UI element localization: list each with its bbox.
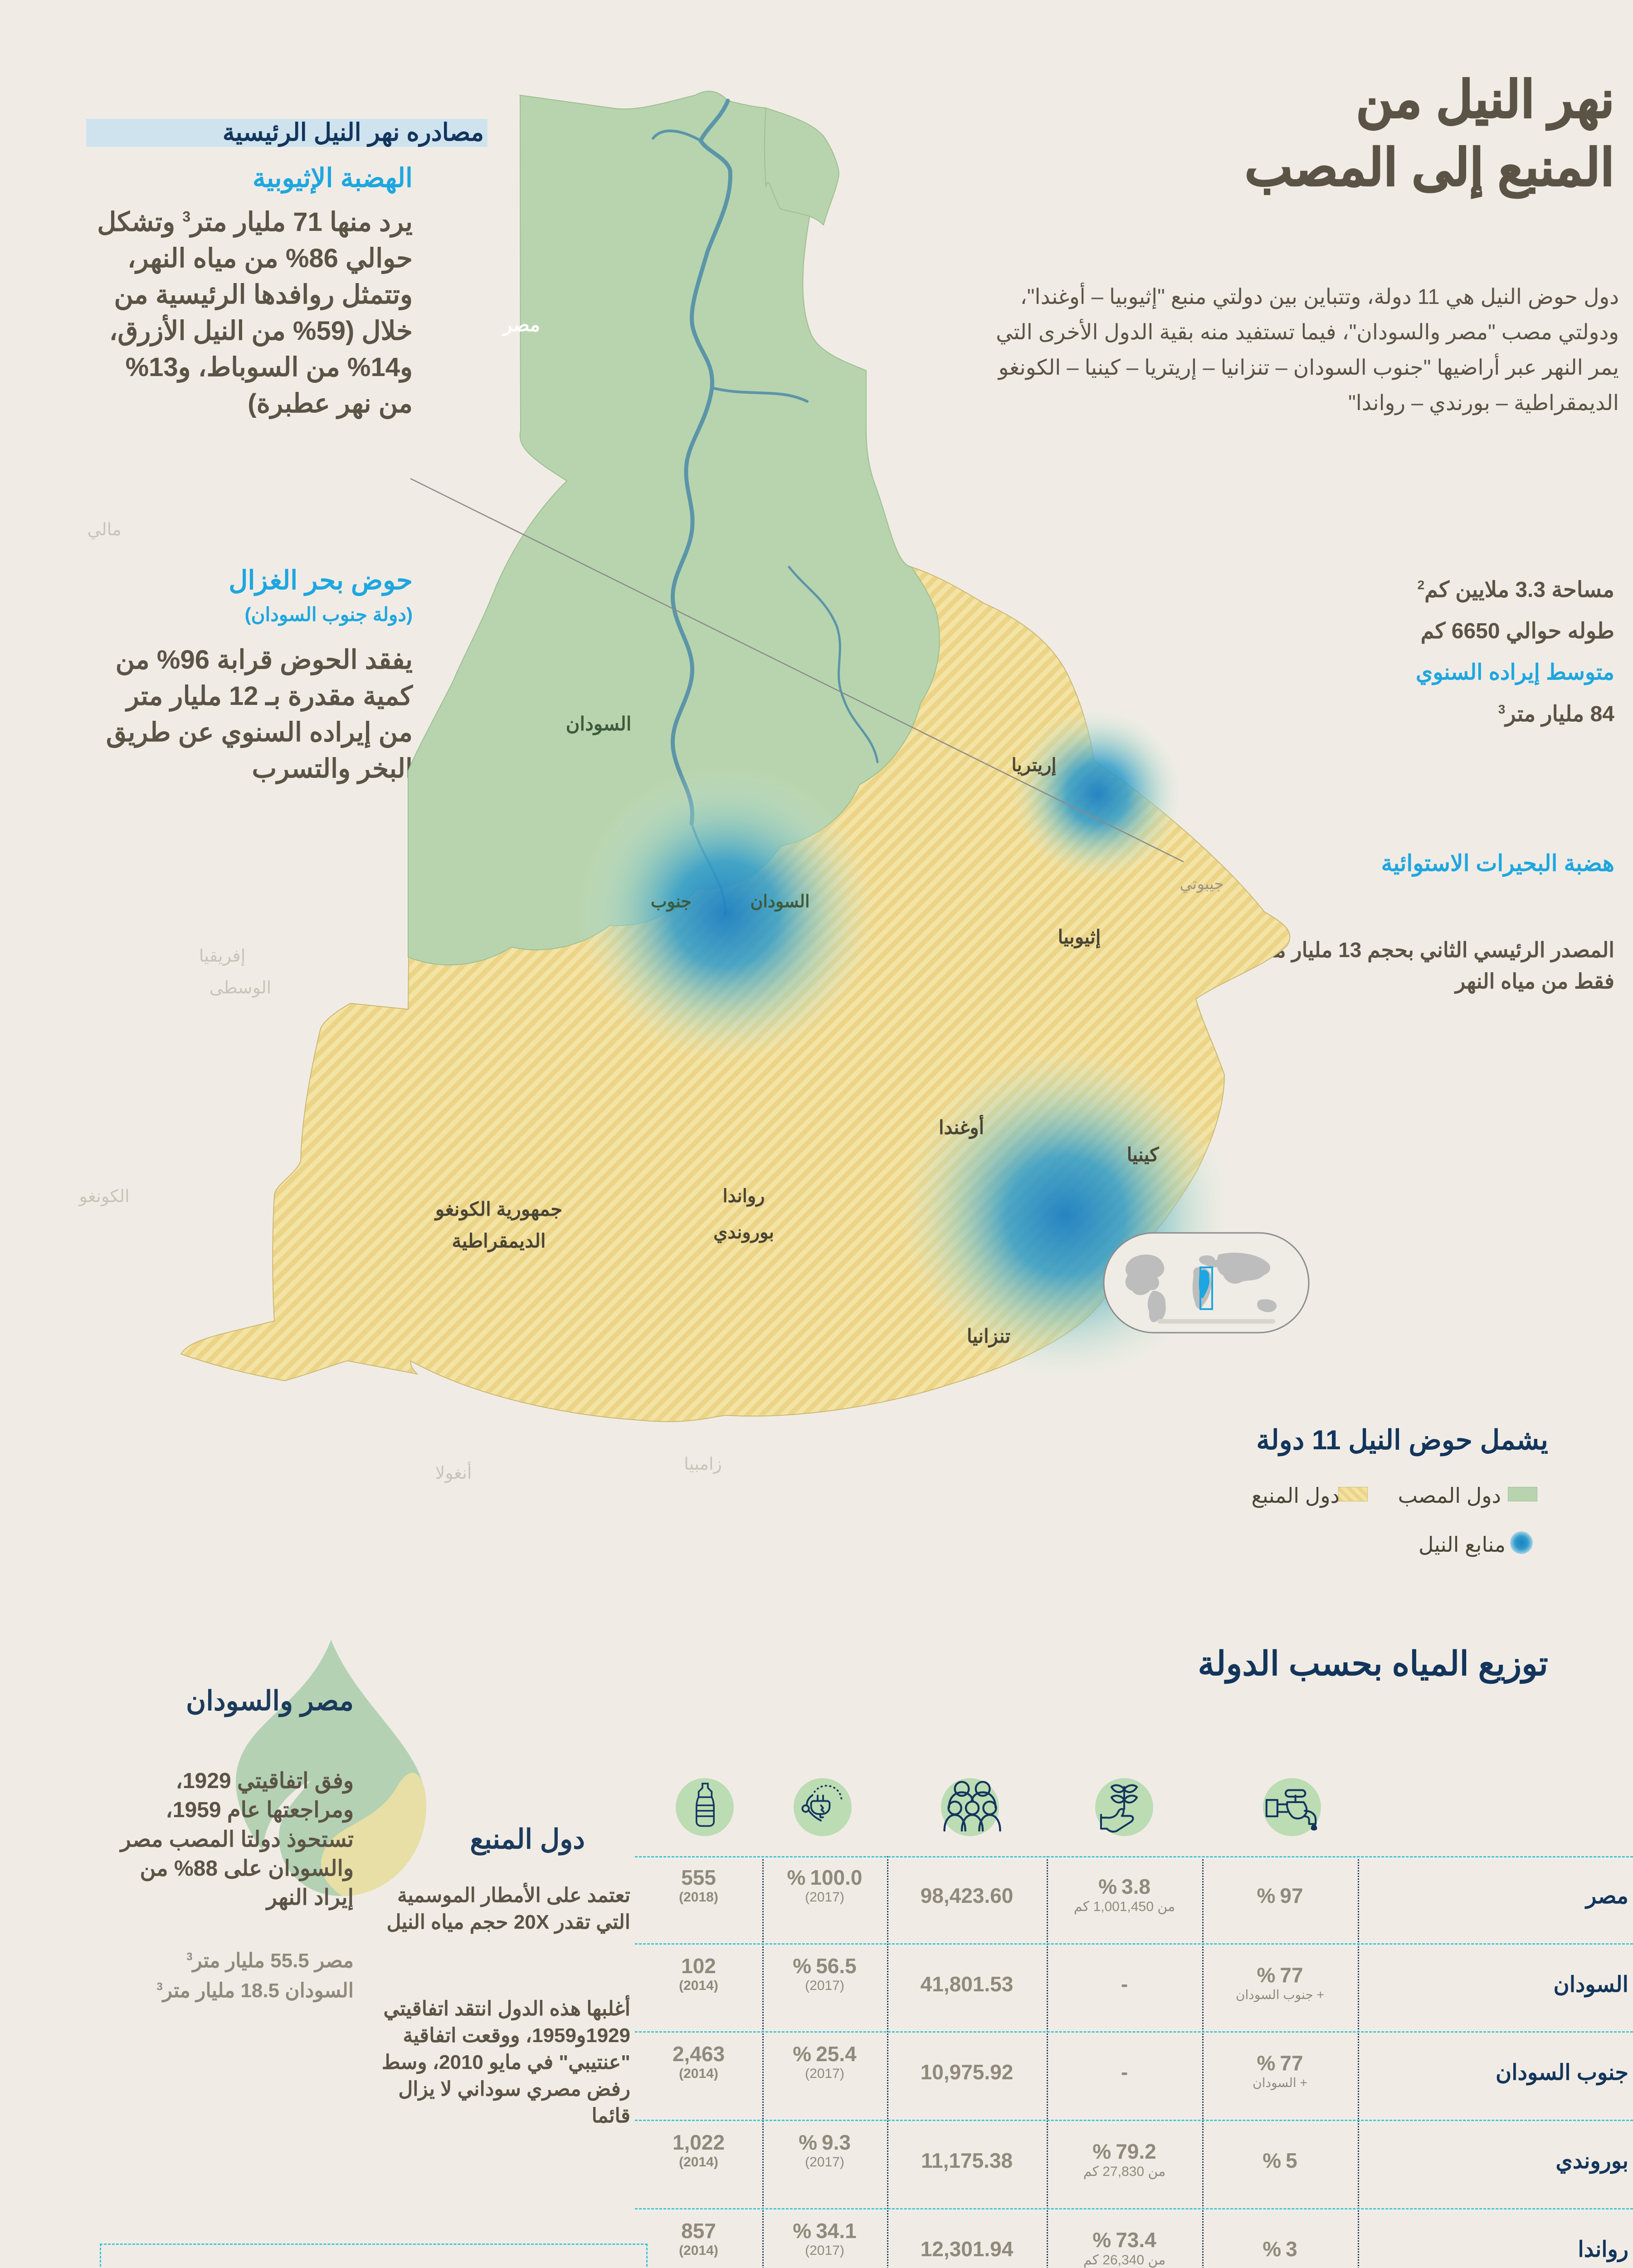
svg-text:تنزانيا: تنزانيا (967, 1325, 1010, 1348)
svg-text:بوروندي: بوروندي (713, 1222, 774, 1243)
svg-text:جمهورية الكونغو: جمهورية الكونغو (434, 1198, 562, 1221)
svg-text:إفريقيا: إفريقيا (199, 947, 246, 966)
svg-text:رواندا: رواندا (723, 1186, 765, 1207)
svg-text:الوسطى: الوسطى (210, 978, 271, 998)
svg-text:جنوب: جنوب (651, 892, 692, 912)
svg-text:زامبيا: زامبيا (684, 1455, 722, 1474)
svg-text:إثيوبيا: إثيوبيا (1058, 926, 1101, 949)
svg-text:السودان: السودان (750, 892, 809, 912)
svg-text:أنغولا: أنغولا (435, 1461, 472, 1483)
svg-text:جيبوتي: جيبوتي (1180, 875, 1224, 893)
svg-text:الديمقراطية: الديمقراطية (452, 1230, 546, 1252)
svg-text:أوغندا: أوغندا (939, 1114, 984, 1139)
svg-text:الكونغو: الكونغو (78, 1187, 129, 1207)
svg-text:مالي: مالي (87, 520, 121, 539)
svg-text:السودان: السودان (566, 713, 632, 735)
svg-text:كينيا: كينيا (1127, 1144, 1160, 1165)
svg-text:إريتريا: إريتريا (1011, 755, 1056, 776)
svg-text:مصر: مصر (502, 314, 540, 336)
